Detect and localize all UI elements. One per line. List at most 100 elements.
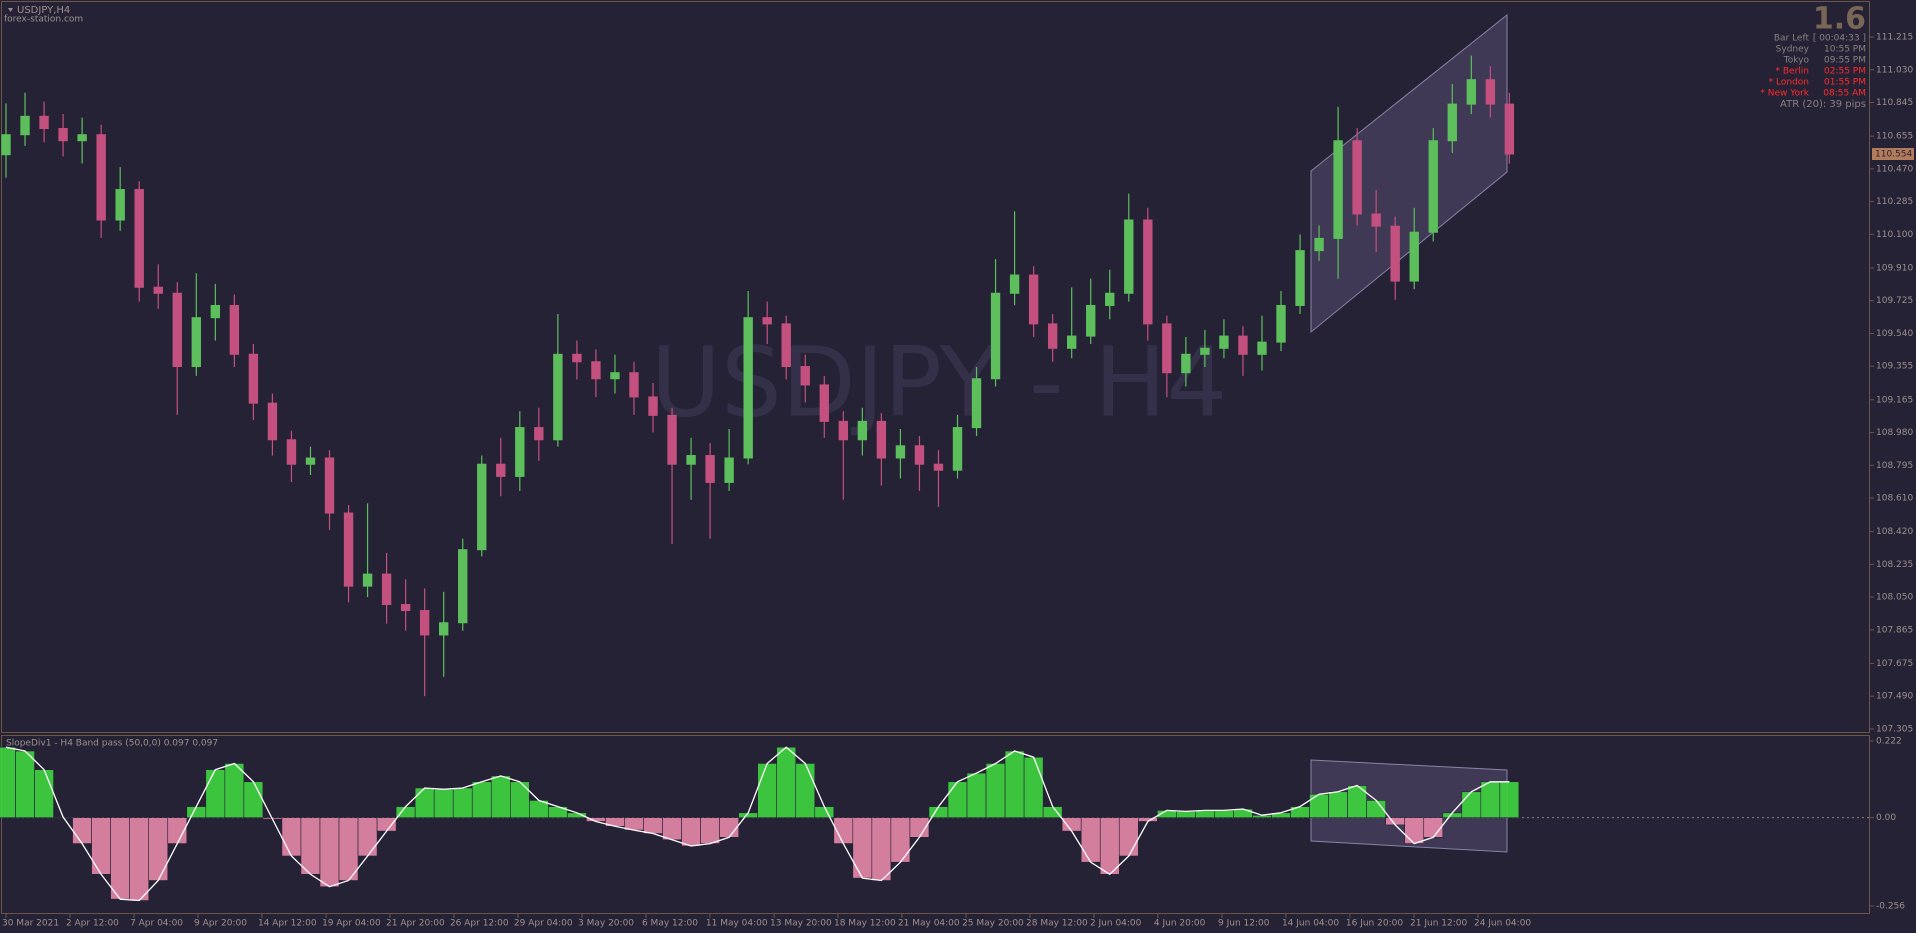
histogram-bar (1404, 817, 1425, 844)
x-tick-label: 18 May 12:00 (834, 919, 896, 929)
y-tick-label: 0.222 (1876, 737, 1902, 747)
candle-body (1504, 103, 1515, 155)
main-panel-frame (1, 1, 1870, 733)
candle-body (305, 457, 316, 465)
histogram-bar (205, 769, 226, 818)
histogram-bar (15, 750, 35, 818)
symbol-menu-icon[interactable] (8, 8, 13, 12)
candle-body (895, 445, 906, 459)
candle-body (343, 512, 354, 587)
candle-body (191, 317, 201, 368)
candle-body (1333, 140, 1343, 239)
candle-body (1028, 274, 1039, 325)
histogram-bar (1080, 817, 1101, 863)
candle-body (800, 366, 810, 386)
histogram-bar (890, 817, 911, 863)
y-tick-label: 108.420 (1876, 527, 1913, 537)
spread-value: 1.6 (1813, 2, 1866, 37)
candle-body (1124, 219, 1134, 294)
candle-body (1447, 103, 1457, 142)
y-tick-label: 109.540 (1876, 329, 1913, 339)
y-tick-label: 110.655 (1876, 132, 1913, 142)
histogram-bar (1176, 811, 1196, 818)
histogram-bar (1309, 793, 1329, 818)
x-tick-label: 25 May 20:00 (962, 919, 1024, 929)
candle-body (381, 573, 392, 606)
histogram-bar (490, 775, 511, 818)
candle-body (1200, 347, 1210, 355)
candle-body (534, 427, 544, 441)
current-price-box (1872, 148, 1914, 161)
candle-body (172, 292, 182, 368)
candle-body (324, 457, 335, 514)
candle-body (20, 115, 30, 136)
x-tick-label: 26 Apr 12:00 (450, 919, 509, 929)
y-tick-label: 110.470 (1876, 164, 1913, 174)
candle-body (1009, 274, 1020, 294)
x-tick-label: 21 Jun 12:00 (1410, 919, 1467, 929)
histogram-bar (281, 817, 302, 857)
candle-body (1390, 225, 1400, 282)
histogram-bar (1061, 817, 1082, 832)
y-tick-label: 109.355 (1876, 362, 1913, 372)
candle-body (458, 549, 468, 624)
x-tick-label: 6 May 12:00 (642, 919, 698, 929)
y-tick-label: 107.490 (1876, 692, 1913, 702)
histogram-bar (1214, 810, 1234, 818)
y-tick-label: 109.165 (1876, 395, 1913, 405)
candle-body (1143, 219, 1153, 325)
x-tick-label: 29 Apr 04:00 (514, 919, 573, 929)
candle-body (591, 361, 601, 380)
info-value: [ 00:04:33 ] (1813, 34, 1866, 44)
candle-body (439, 622, 449, 636)
candle-body (267, 402, 278, 441)
candle-body (1409, 231, 1419, 282)
candle-body (1352, 140, 1362, 215)
current-price-label: 110.554 (1875, 150, 1912, 160)
y-tick-label: 110.100 (1876, 230, 1913, 240)
y-tick-label: 108.795 (1876, 461, 1913, 471)
histogram-bar (795, 763, 816, 818)
candle-body (1086, 304, 1096, 337)
x-tick-label: 2 Jun 04:00 (1090, 919, 1142, 929)
histogram-bar (643, 817, 663, 834)
candle-body (1295, 250, 1305, 306)
candle-body (1238, 335, 1248, 355)
y-tick-label: 107.675 (1876, 659, 1913, 669)
y-tick-label: 111.215 (1876, 33, 1913, 43)
atr-label: ATR (20): 39 pips (1780, 99, 1866, 110)
histogram-bar (34, 769, 54, 818)
histogram-bar (300, 817, 321, 875)
candle-body (477, 463, 487, 551)
histogram-bar (1385, 817, 1406, 826)
y-tick-label: 109.910 (1876, 263, 1913, 273)
candle-body (743, 317, 753, 459)
histogram-bar (91, 817, 111, 875)
histogram-bar (966, 772, 987, 818)
histogram-bar (452, 787, 473, 818)
histogram-bar (110, 817, 130, 900)
histogram-bar (928, 806, 949, 818)
y-tick-label: 109.725 (1876, 296, 1913, 306)
y-tick-label: 108.980 (1876, 428, 1913, 438)
candle-body (134, 189, 144, 288)
histogram-bar (814, 806, 835, 818)
histogram-bar (414, 787, 435, 818)
candle-body (1219, 335, 1229, 349)
x-tick-label: 11 May 04:00 (706, 919, 768, 929)
candle-body (667, 414, 677, 465)
candle-body (971, 378, 982, 429)
info-value: 02:55 PM (1824, 67, 1866, 77)
histogram-bar (186, 806, 207, 818)
candle-body (496, 463, 506, 477)
candle-body (1047, 323, 1058, 349)
candle-body (1428, 140, 1438, 233)
histogram-bar (433, 789, 454, 818)
candle-body (781, 323, 791, 368)
histogram-bar (871, 817, 892, 881)
candle-body (286, 439, 297, 465)
candle-body (1371, 213, 1381, 227)
candle-body (515, 427, 525, 477)
info-value: 09:55 PM (1824, 56, 1866, 66)
histogram-bar (72, 817, 92, 844)
